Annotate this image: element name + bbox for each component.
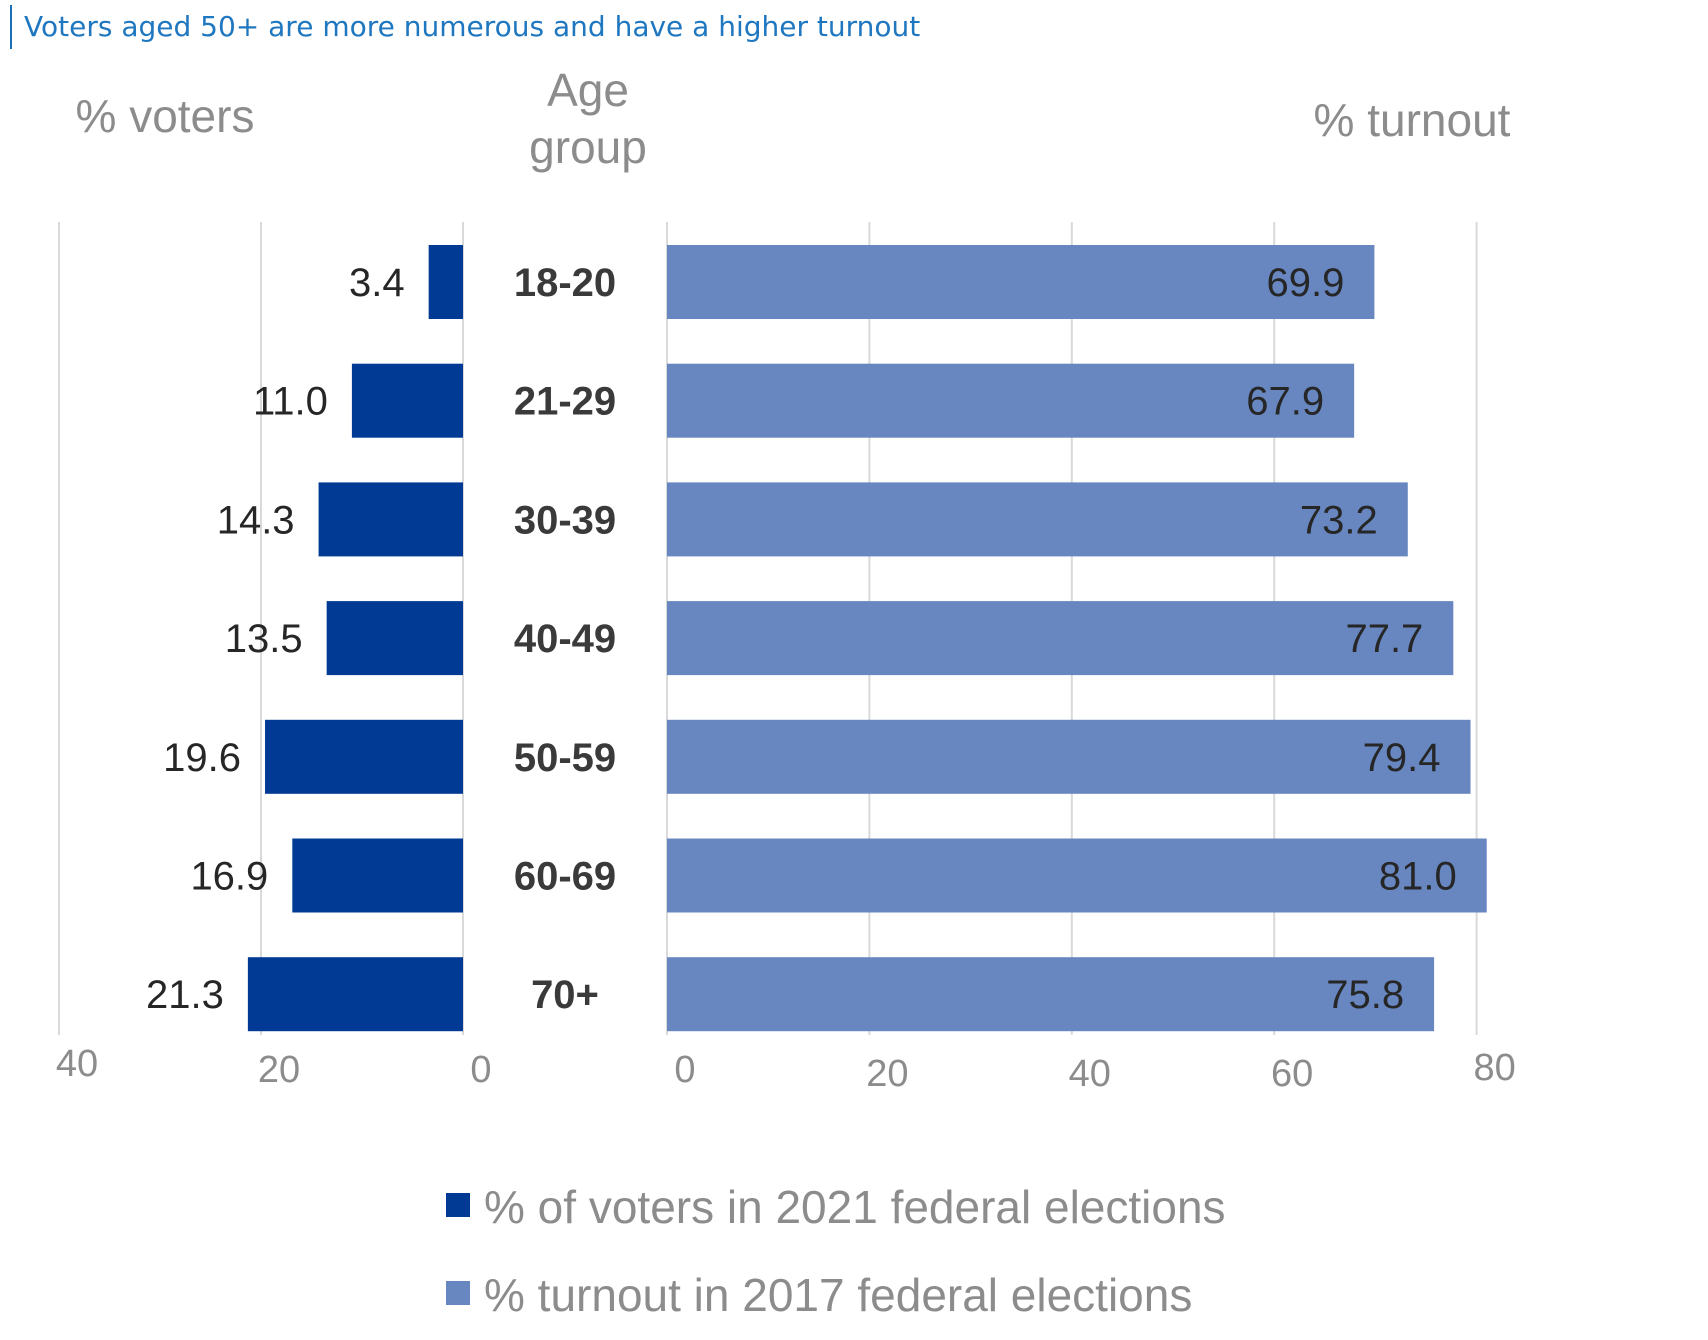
left-panel-header: % voters xyxy=(76,90,255,142)
right-tick-label: 40 xyxy=(1069,1053,1111,1095)
right-tick-label: 80 xyxy=(1473,1047,1515,1089)
left-data-label: 3.4 xyxy=(349,261,405,305)
legend-swatch xyxy=(446,1281,470,1305)
left-data-label: 19.6 xyxy=(163,736,241,780)
category-header-line1: Age xyxy=(547,64,629,116)
right-bar xyxy=(667,601,1454,676)
right-data-label: 77.7 xyxy=(1345,617,1423,661)
category-label: 50-59 xyxy=(514,736,616,780)
left-data-label: 16.9 xyxy=(190,855,268,899)
legend-swatch xyxy=(446,1193,470,1217)
left-data-label: 14.3 xyxy=(217,498,295,542)
category-label: 70+ xyxy=(531,973,599,1017)
right-data-label: 69.9 xyxy=(1267,261,1345,305)
left-bar xyxy=(292,838,463,913)
category-label: 60-69 xyxy=(514,855,616,899)
right-bar xyxy=(667,363,1355,438)
category-label: 40-49 xyxy=(514,617,616,661)
category-label: 21-29 xyxy=(514,380,616,424)
category-label: 30-39 xyxy=(514,498,616,542)
left-bar xyxy=(326,601,463,676)
chart-caption: Voters aged 50+ are more numerous and ha… xyxy=(10,5,920,49)
legend-label: % turnout in 2017 federal elections xyxy=(484,1269,1192,1321)
right-data-label: 79.4 xyxy=(1363,736,1441,780)
right-data-label: 75.8 xyxy=(1326,973,1404,1017)
left-bar xyxy=(428,245,463,319)
right-data-label: 81.0 xyxy=(1379,855,1457,899)
legend-label: % of voters in 2021 federal elections xyxy=(484,1181,1226,1233)
left-tick-label: 0 xyxy=(470,1049,491,1091)
right-bar xyxy=(667,719,1471,794)
left-bar xyxy=(265,719,463,794)
category-label: 18-20 xyxy=(514,261,616,305)
left-tick-label: 40 xyxy=(56,1043,98,1085)
left-bar xyxy=(351,363,463,438)
left-data-label: 13.5 xyxy=(225,617,303,661)
left-bar xyxy=(318,482,463,557)
right-bar xyxy=(667,245,1375,319)
right-bar xyxy=(667,957,1435,1032)
right-tick-label: 20 xyxy=(866,1053,908,1095)
left-data-label: 11.0 xyxy=(253,380,328,424)
left-bar xyxy=(247,957,463,1032)
right-tick-label: 60 xyxy=(1271,1053,1313,1095)
right-bar xyxy=(667,838,1487,913)
category-header-line2: group xyxy=(529,121,647,173)
left-tick-label: 20 xyxy=(258,1049,300,1091)
right-panel-header: % turnout xyxy=(1314,94,1511,146)
left-data-label: 21.3 xyxy=(146,973,224,1017)
right-tick-label: 0 xyxy=(674,1049,695,1091)
right-data-label: 73.2 xyxy=(1300,498,1378,542)
right-bar xyxy=(667,482,1408,557)
right-data-label: 67.9 xyxy=(1246,380,1324,424)
